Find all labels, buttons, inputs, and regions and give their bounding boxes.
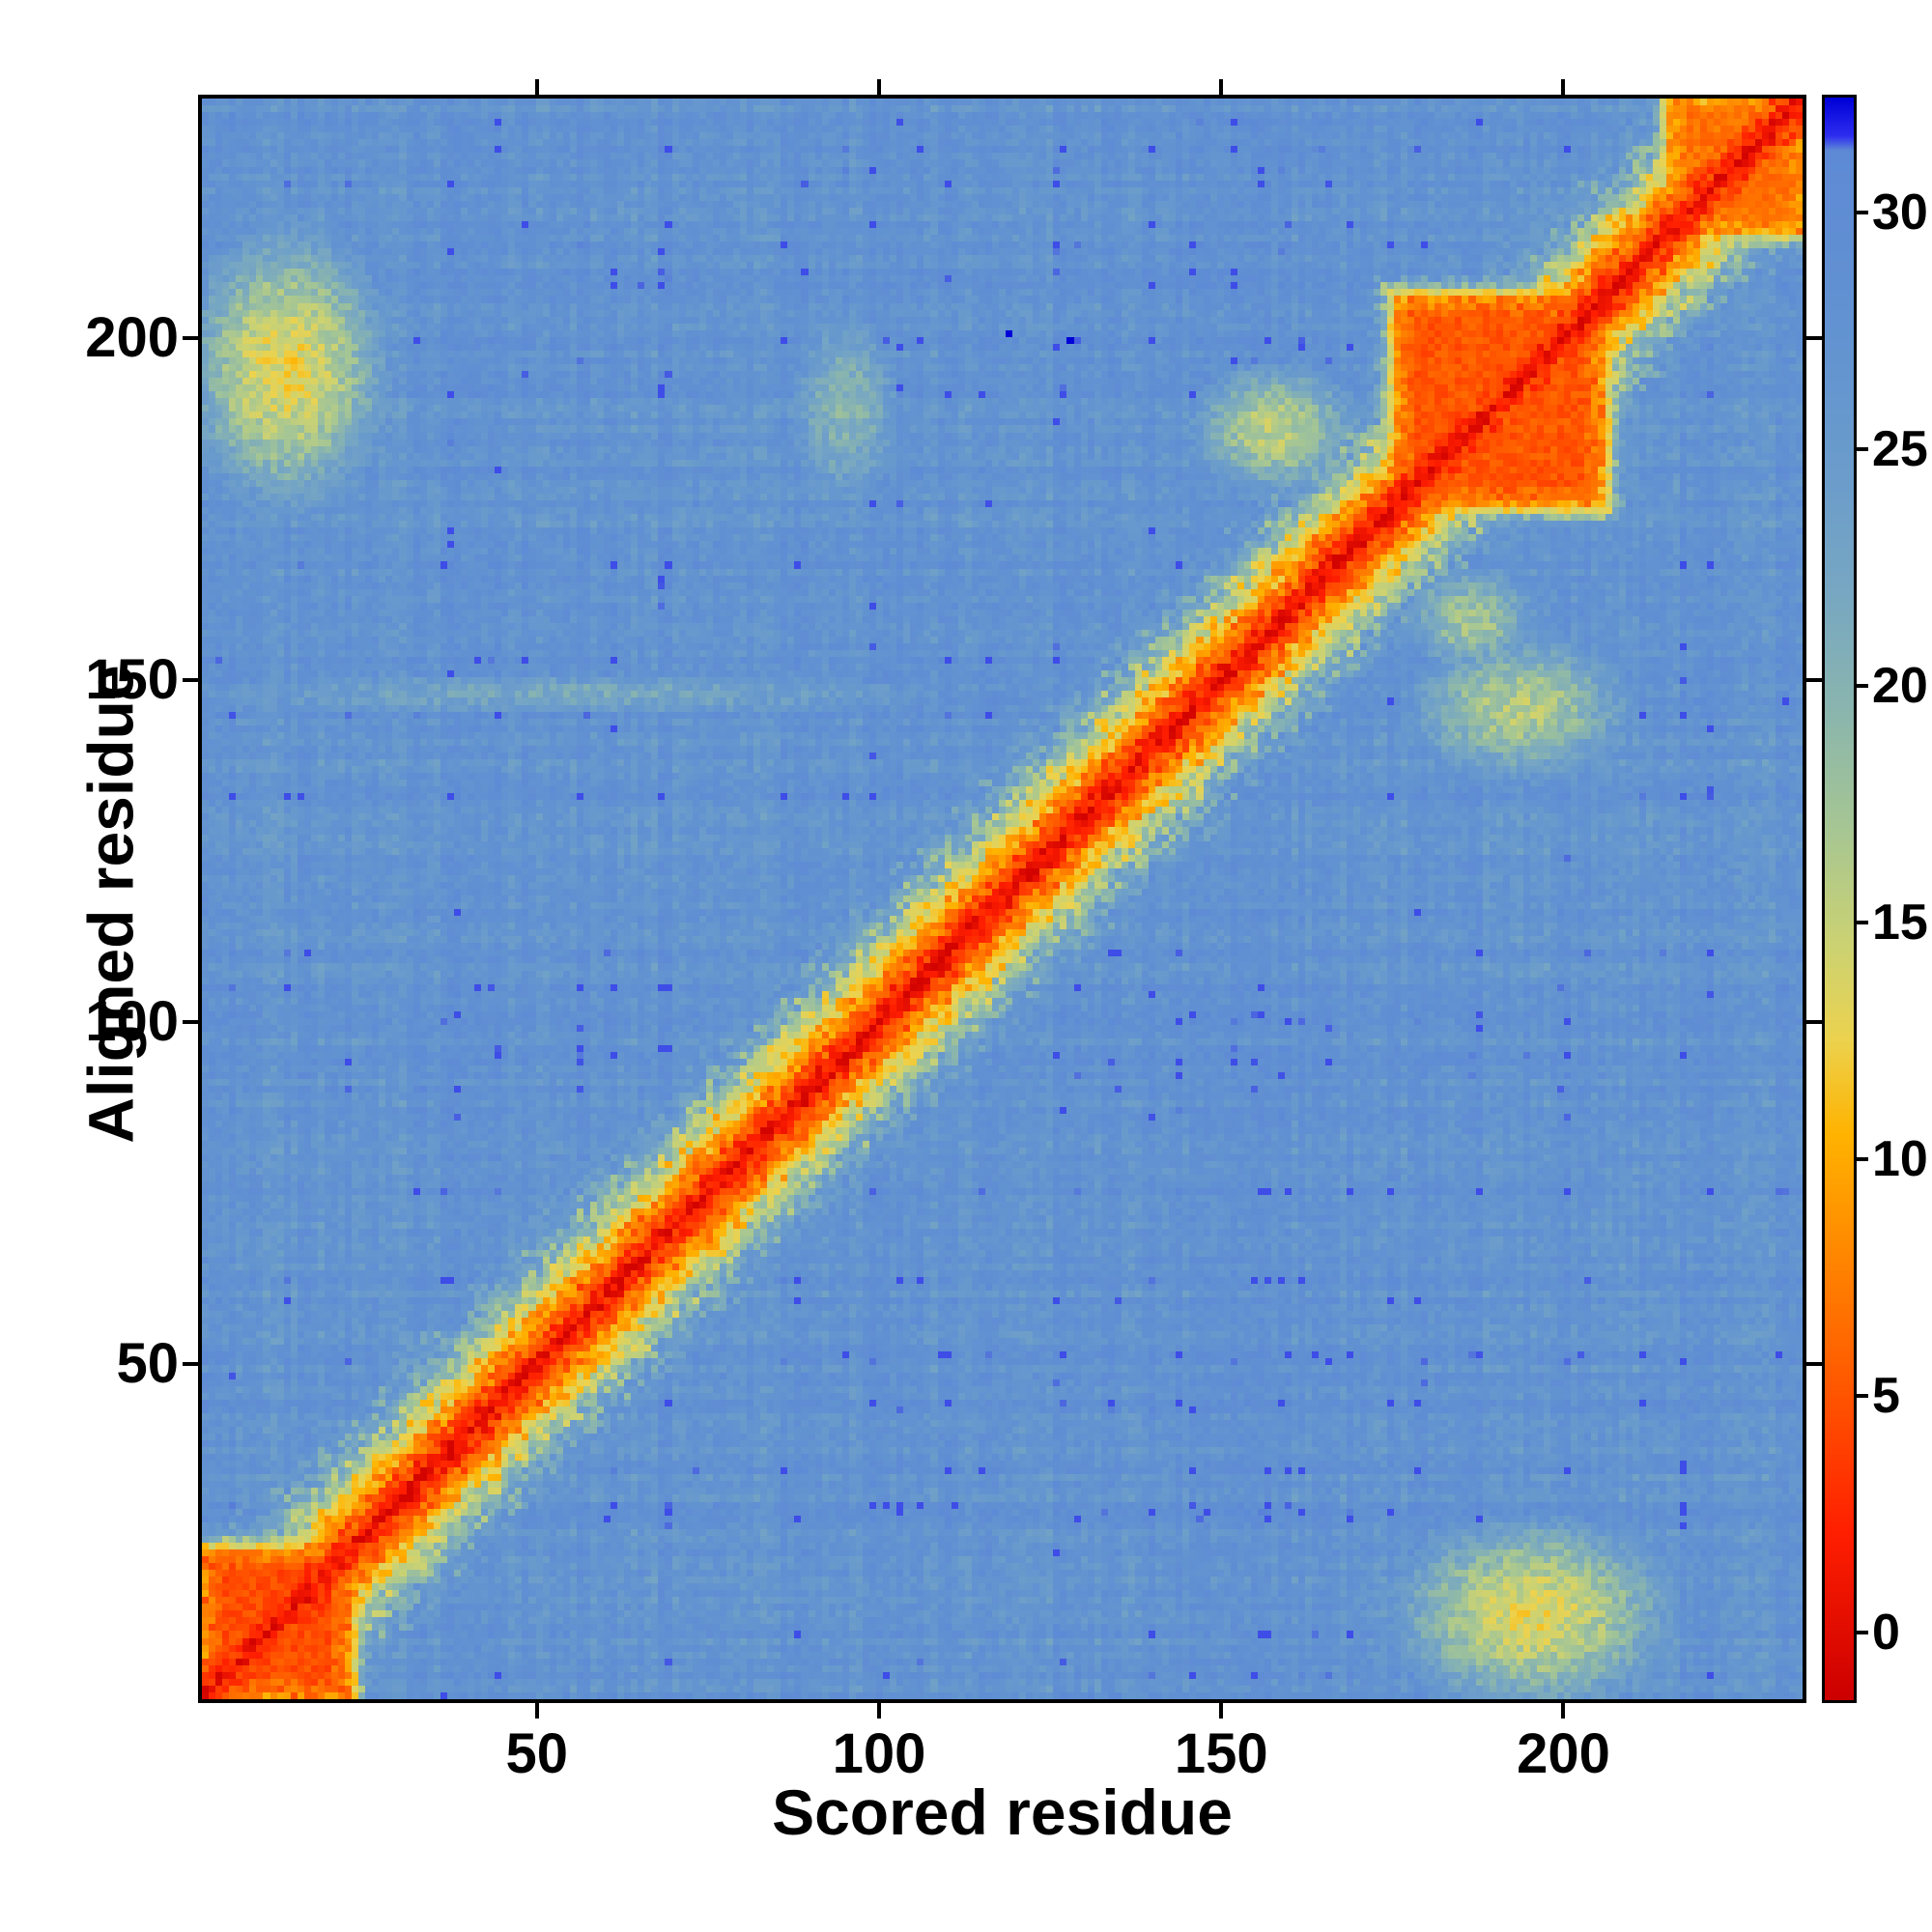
colorbar-tick-label: 20	[1872, 658, 1928, 715]
colorbar-tick	[1857, 920, 1868, 924]
colorbar-tick-label: 25	[1872, 421, 1928, 478]
x-tick-top	[534, 79, 539, 95]
y-tick-right	[1806, 1362, 1822, 1367]
x-tick	[1561, 1703, 1566, 1719]
x-tick-top	[1219, 79, 1224, 95]
y-tick-label: 200	[85, 305, 179, 369]
colorbar-tick	[1857, 1156, 1868, 1161]
y-tick	[183, 1362, 198, 1367]
y-tick	[183, 677, 198, 682]
colorbar-tick-label: 15	[1872, 894, 1928, 951]
colorbar-tick	[1857, 684, 1868, 689]
colorbar-tick	[1857, 447, 1868, 452]
y-tick-label: 100	[85, 990, 179, 1054]
colorbar	[1822, 95, 1857, 1703]
colorbar-tick-label: 30	[1872, 185, 1928, 242]
y-tick-right	[1806, 1020, 1822, 1025]
heatmap-canvas	[202, 99, 1803, 1699]
colorbar-tick	[1857, 211, 1868, 215]
colorbar-tick-label: 0	[1872, 1604, 1900, 1661]
colorbar-canvas	[1825, 98, 1854, 1700]
x-tick-top	[876, 79, 881, 95]
y-tick	[183, 335, 198, 340]
x-tick-label: 200	[1517, 1722, 1610, 1785]
colorbar-tick	[1857, 1630, 1868, 1634]
x-tick-top	[1561, 79, 1566, 95]
y-tick-right	[1806, 677, 1822, 682]
x-tick-label: 100	[832, 1722, 926, 1785]
x-tick-label: 50	[505, 1722, 568, 1785]
y-tick-label: 50	[116, 1332, 179, 1396]
y-tick-right	[1806, 335, 1822, 340]
y-tick-label: 150	[85, 647, 179, 711]
x-tick	[876, 1703, 881, 1719]
x-tick	[534, 1703, 539, 1719]
colorbar-tick-label: 10	[1872, 1130, 1928, 1187]
plot-area	[198, 95, 1806, 1703]
x-tick-label: 150	[1174, 1722, 1268, 1785]
x-axis-label: Scored residue	[772, 1776, 1233, 1848]
colorbar-tick	[1857, 1393, 1868, 1398]
colorbar-tick-label: 5	[1872, 1367, 1900, 1424]
y-tick	[183, 1020, 198, 1025]
x-tick	[1219, 1703, 1224, 1719]
